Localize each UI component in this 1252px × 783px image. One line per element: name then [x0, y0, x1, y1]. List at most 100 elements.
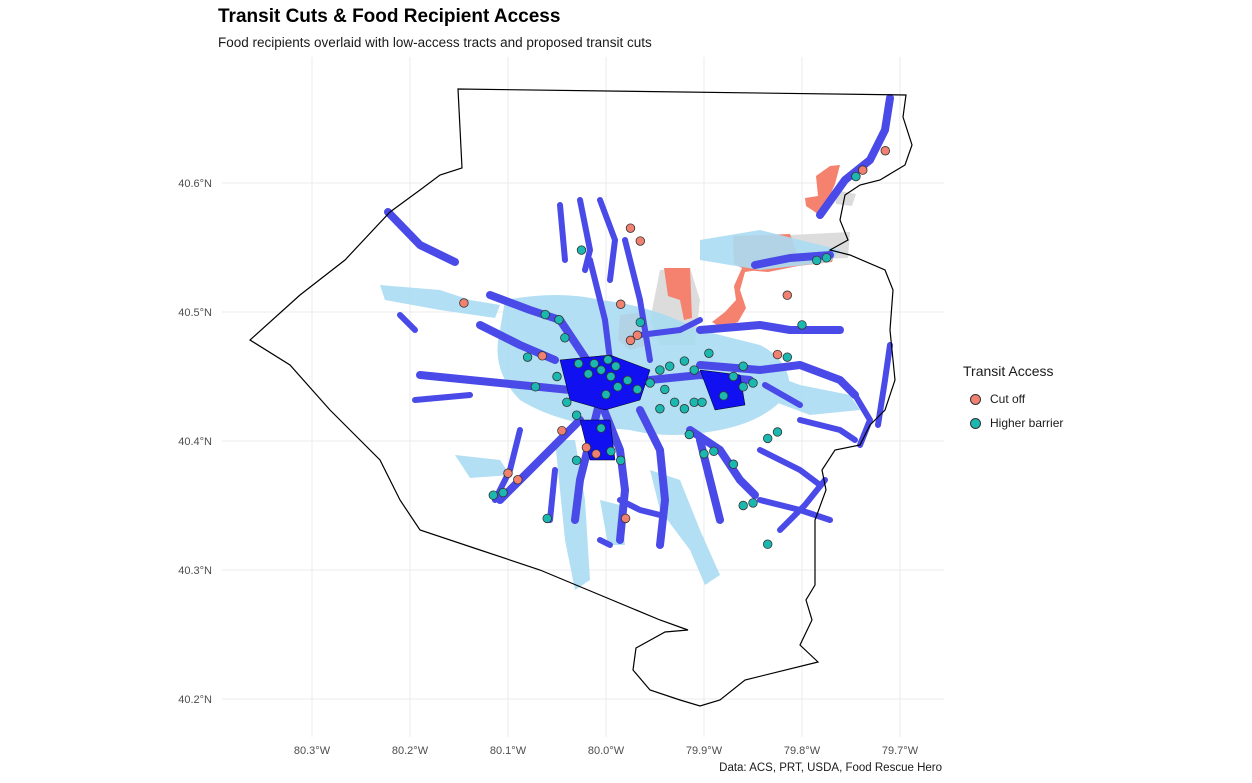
transit-route [397, 312, 418, 333]
recipient-point-higher-barrier [554, 315, 564, 325]
recipient-point-higher-barrier [498, 487, 508, 498]
recipient-point-higher-barrier [669, 397, 680, 408]
recipient-point-higher-barrier [603, 355, 613, 365]
recipient-point-higher-barrier [583, 369, 594, 379]
recipient-point-higher-barrier [699, 449, 709, 459]
y-axis-ticks: 40.6°N 40.5°N 40.4°N 40.3°N 40.2°N [178, 178, 212, 706]
recipient-point-higher-barrier [704, 348, 714, 358]
x-tick-label: 79.7°W [882, 745, 919, 757]
transit-route [617, 497, 663, 518]
recipient-point-higher-barrier [488, 490, 499, 500]
recipient-point-higher-barrier [728, 459, 739, 469]
recipient-point-higher-barrier [589, 358, 599, 369]
recipient-point-higher-barrier [812, 255, 822, 266]
y-tick-label: 40.5°N [178, 307, 212, 319]
recipient-point-higher-barrier [697, 397, 707, 408]
recipient-point-cut-off [591, 449, 601, 459]
recipient-point-cut-off [782, 290, 793, 300]
low-access-tract [380, 285, 500, 318]
recipient-point-higher-barrier [679, 404, 690, 414]
transit-route [637, 297, 653, 363]
x-tick-label: 80.2°W [392, 745, 429, 757]
recipient-point-higher-barrier [596, 365, 606, 375]
recipient-point-higher-barrier [772, 427, 783, 437]
x-tick-label: 79.9°W [686, 745, 723, 757]
recipient-point-cut-off [632, 330, 643, 340]
transit-route [797, 417, 858, 443]
recipient-point-cut-off [625, 335, 636, 346]
transit-route [777, 477, 828, 533]
transit-route [547, 467, 558, 523]
legend: Transit Access Cut off Higher barrier [963, 363, 1063, 435]
transit-route [557, 202, 568, 263]
recipient-point-higher-barrier [679, 356, 690, 366]
recipient-point-higher-barrier [718, 391, 729, 401]
recipient-point-higher-barrier [542, 513, 552, 524]
legend-item-higher-barrier: Higher barrier [963, 411, 1063, 435]
transit-route [412, 392, 473, 403]
recipient-point-higher-barrier [665, 361, 675, 371]
transit-route [762, 382, 803, 408]
recipient-point-cut-off [459, 298, 469, 308]
county-outline [249, 88, 913, 707]
transit-route [587, 257, 613, 363]
recipient-point-higher-barrier [748, 378, 758, 388]
x-tick-label: 80.0°W [588, 745, 625, 757]
recipient-point-cut-off [581, 442, 592, 453]
recipient-point-higher-barrier [709, 446, 719, 457]
legend-swatch-cut-off [970, 393, 981, 405]
recipient-point-higher-barrier [738, 361, 748, 371]
recipient-point-higher-barrier [571, 410, 582, 420]
recipient-point-higher-barrier [821, 253, 832, 263]
recipient-point-higher-barrier [606, 446, 616, 457]
transit-route [496, 416, 584, 504]
other-tract-area [835, 190, 856, 206]
transit-route [577, 197, 593, 273]
recipient-point-cut-off [880, 146, 891, 156]
recipient-point-higher-barrier [522, 352, 533, 362]
recipient-point-cut-off [858, 165, 868, 175]
recipient-point-higher-barrier [851, 171, 861, 182]
transit-cut-tract [664, 268, 692, 320]
recipient-point-higher-barrier [645, 378, 655, 388]
low-access-tract [760, 370, 860, 415]
transit-route [852, 392, 873, 448]
recipient-point-higher-barrier [601, 389, 611, 400]
recipient-point-higher-barrier [552, 371, 562, 382]
recipient-point-higher-barrier [571, 455, 582, 466]
recipient-point-higher-barrier [573, 358, 584, 369]
y-tick-label: 40.4°N [178, 436, 212, 448]
recipient-point-higher-barrier [530, 382, 541, 392]
recipient-point-higher-barrier [606, 371, 616, 382]
x-axis-ticks: 80.3°W 80.2°W 80.1°W 80.0°W 79.9°W 79.8°W 79.7… [294, 745, 919, 757]
recipient-point-higher-barrier [797, 320, 807, 330]
recipient-point-higher-barrier [632, 384, 643, 395]
data-source-caption: Data: ACS, PRT, USDA, Food Rescue Hero [719, 762, 942, 774]
recipient-points [459, 146, 891, 549]
transit-route [637, 317, 703, 338]
recipient-point-cut-off [616, 299, 626, 309]
recipient-point-higher-barrier [748, 498, 758, 508]
low-access-tract [455, 455, 510, 478]
transit-route [597, 537, 613, 548]
recipient-point-cut-off [503, 468, 513, 478]
recipient-point-higher-barrier [576, 245, 587, 255]
recipient-point-higher-barrier [728, 371, 739, 382]
recipient-point-higher-barrier [684, 429, 695, 440]
recipient-point-cut-off [772, 349, 783, 360]
recipient-point-higher-barrier [738, 382, 748, 392]
y-tick-label: 40.3°N [178, 565, 212, 577]
recipient-point-higher-barrier [738, 500, 748, 511]
recipient-point-cut-off [513, 475, 523, 485]
transit-route [597, 197, 618, 283]
x-tick-label: 80.3°W [294, 745, 331, 757]
transit-route [816, 94, 894, 219]
recipient-point-higher-barrier [616, 455, 626, 466]
recipient-point-cut-off [537, 351, 548, 361]
transit-route [757, 447, 823, 488]
recipient-point-higher-barrier [562, 397, 572, 408]
map-subtitle: Food recipients overlaid with low-access… [218, 35, 652, 50]
recipient-point-higher-barrier [689, 365, 699, 375]
recipient-point-higher-barrier [655, 404, 665, 414]
legend-label: Cut off [990, 392, 1026, 406]
